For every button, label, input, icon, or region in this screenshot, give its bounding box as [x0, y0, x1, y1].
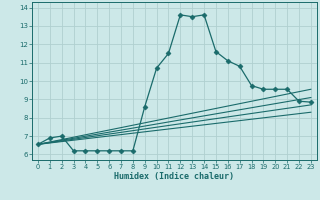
- X-axis label: Humidex (Indice chaleur): Humidex (Indice chaleur): [115, 172, 234, 181]
